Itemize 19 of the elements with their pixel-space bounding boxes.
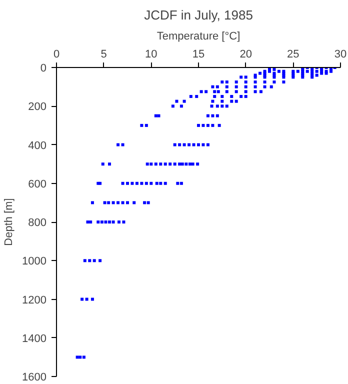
- x-tick-label: 0: [53, 48, 60, 60]
- x-tick-label: 10: [145, 48, 158, 60]
- y-tick-label: 1600: [22, 372, 47, 384]
- x-tick-label: 5: [100, 48, 107, 60]
- x-axis-title: Temperature [°C]: [156, 30, 240, 42]
- y-tick-label: 1400: [22, 332, 47, 345]
- x-tick-label: 20: [240, 48, 252, 60]
- chart-title: JCDF in July, 1985: [144, 8, 253, 22]
- x-tick-label: 25: [287, 48, 300, 60]
- y-tick-label: 800: [28, 217, 47, 229]
- x-tick-label: 15: [192, 48, 205, 60]
- y-axis-title: Depth [m]: [3, 198, 16, 246]
- y-tick-label: 1200: [22, 294, 47, 306]
- y-tick-label: 600: [28, 178, 47, 190]
- y-tick-label: 400: [28, 140, 47, 152]
- y-tick-label: 1000: [22, 256, 47, 268]
- y-tick-label: 200: [28, 101, 47, 114]
- x-tick-label: 30: [334, 48, 347, 60]
- y-tick-label: 0: [40, 62, 47, 74]
